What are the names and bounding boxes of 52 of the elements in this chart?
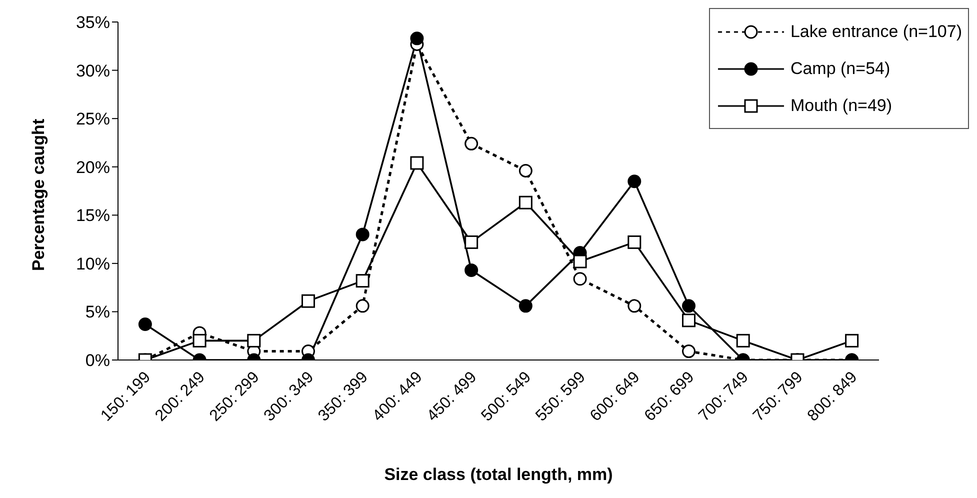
x-tick-label: 300: 349 [261, 368, 318, 425]
x-tick-label: 750: 799 [750, 368, 806, 425]
y-tick-label: 5% [85, 302, 110, 322]
y-tick-label: 15% [76, 206, 110, 226]
point [356, 299, 370, 313]
point [573, 272, 587, 286]
point [464, 136, 478, 150]
x-tick-label: 650: 699 [642, 368, 698, 425]
point [682, 314, 696, 328]
point [628, 299, 642, 313]
point [628, 174, 642, 188]
point [302, 294, 315, 308]
point [247, 334, 261, 348]
x-tick-label: 600: 649 [587, 368, 644, 425]
x-tick-label: 500: 549 [478, 368, 535, 425]
x-tick-label: 800: 849 [804, 368, 861, 425]
point [518, 299, 532, 313]
point [682, 344, 696, 358]
x-tick-label: 200: 249 [152, 368, 208, 425]
x-tick-label: 450: 499 [424, 368, 480, 425]
point [682, 299, 696, 313]
point [628, 235, 642, 249]
legend-label: Lake entrance (n=107) [790, 22, 962, 42]
point [464, 235, 478, 249]
point [192, 334, 206, 348]
x-tick-label: 400: 449 [370, 368, 426, 425]
y-tick-label: 25% [76, 110, 110, 129]
y-tick-label: 30% [76, 61, 110, 80]
y-tick-label: 10% [76, 254, 110, 274]
point [518, 196, 532, 210]
x-tick-label: 350: 399 [315, 368, 372, 425]
point [845, 334, 859, 348]
point [138, 318, 152, 332]
point [573, 254, 587, 268]
y-tick-label: 0% [85, 351, 110, 370]
y-tick-label: 35% [76, 13, 110, 32]
x-tick-label: 150: 199 [98, 368, 154, 425]
x-tick-label: 250: 299 [206, 368, 263, 425]
point [356, 228, 370, 242]
y-tick-label: 20% [76, 158, 110, 177]
legend-label: Camp (n=54) [790, 58, 890, 78]
y-axis-title: Percentage caught [29, 118, 48, 271]
legend-label: Mouth (n=49) [790, 96, 892, 116]
point [410, 32, 424, 46]
x-tick-label: 700: 749 [696, 368, 752, 425]
point [736, 334, 750, 348]
point [518, 164, 532, 178]
point [464, 263, 478, 277]
x-tick-label: 550: 599 [532, 368, 589, 425]
point [356, 274, 370, 288]
point [410, 156, 424, 170]
x-axis-title: Size class (total length, mm) [384, 465, 613, 484]
